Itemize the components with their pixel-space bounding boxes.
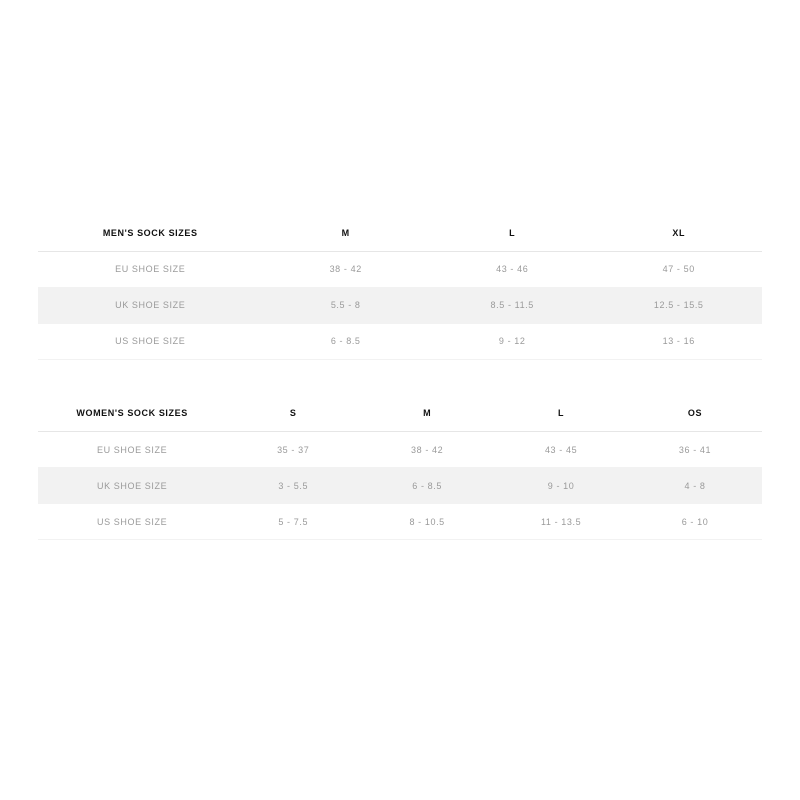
womens-sock-sizes-table: WOMEN'S SOCK SIZES S M L OS EU SHOE SIZE…	[38, 396, 762, 541]
mens-col-0: M	[262, 215, 429, 251]
mens-cell: 5.5 - 8	[262, 287, 429, 323]
table-row: UK SHOE SIZE 3 - 5.5 6 - 8.5 9 - 10 4 - …	[38, 468, 762, 504]
womens-cell: 5 - 7.5	[226, 504, 360, 540]
womens-cell: 9 - 10	[494, 468, 628, 504]
womens-col-1: M	[360, 396, 494, 432]
mens-row-label: UK SHOE SIZE	[38, 287, 262, 323]
womens-cell: 4 - 8	[628, 468, 762, 504]
table-row: US SHOE SIZE 6 - 8.5 9 - 12 13 - 16	[38, 323, 762, 359]
womens-cell: 6 - 10	[628, 504, 762, 540]
mens-cell: 12.5 - 15.5	[595, 287, 762, 323]
womens-cell: 35 - 37	[226, 432, 360, 468]
womens-row-label: US SHOE SIZE	[38, 504, 226, 540]
mens-header-row: MEN'S SOCK SIZES M L XL	[38, 215, 762, 251]
table-row: EU SHOE SIZE 35 - 37 38 - 42 43 - 45 36 …	[38, 432, 762, 468]
womens-cell: 3 - 5.5	[226, 468, 360, 504]
womens-header-row: WOMEN'S SOCK SIZES S M L OS	[38, 396, 762, 432]
mens-cell: 38 - 42	[262, 251, 429, 287]
womens-cell: 38 - 42	[360, 432, 494, 468]
mens-cell: 8.5 - 11.5	[429, 287, 596, 323]
table-row: EU SHOE SIZE 38 - 42 43 - 46 47 - 50	[38, 251, 762, 287]
table-spacer	[38, 360, 762, 396]
mens-cell: 13 - 16	[595, 323, 762, 359]
womens-row-label: UK SHOE SIZE	[38, 468, 226, 504]
womens-row-label: EU SHOE SIZE	[38, 432, 226, 468]
womens-col-3: OS	[628, 396, 762, 432]
mens-cell: 47 - 50	[595, 251, 762, 287]
mens-col-2: XL	[595, 215, 762, 251]
mens-row-label: US SHOE SIZE	[38, 323, 262, 359]
womens-cell: 11 - 13.5	[494, 504, 628, 540]
size-chart-container: MEN'S SOCK SIZES M L XL EU SHOE SIZE 38 …	[0, 0, 800, 800]
womens-title: WOMEN'S SOCK SIZES	[38, 396, 226, 432]
mens-cell: 6 - 8.5	[262, 323, 429, 359]
table-row: US SHOE SIZE 5 - 7.5 8 - 10.5 11 - 13.5 …	[38, 504, 762, 540]
womens-cell: 43 - 45	[494, 432, 628, 468]
mens-row-label: EU SHOE SIZE	[38, 251, 262, 287]
womens-col-2: L	[494, 396, 628, 432]
mens-title: MEN'S SOCK SIZES	[38, 215, 262, 251]
womens-cell: 8 - 10.5	[360, 504, 494, 540]
womens-col-0: S	[226, 396, 360, 432]
womens-cell: 36 - 41	[628, 432, 762, 468]
mens-cell: 9 - 12	[429, 323, 596, 359]
mens-cell: 43 - 46	[429, 251, 596, 287]
mens-sock-sizes-table: MEN'S SOCK SIZES M L XL EU SHOE SIZE 38 …	[38, 215, 762, 360]
mens-col-1: L	[429, 215, 596, 251]
womens-cell: 6 - 8.5	[360, 468, 494, 504]
table-row: UK SHOE SIZE 5.5 - 8 8.5 - 11.5 12.5 - 1…	[38, 287, 762, 323]
